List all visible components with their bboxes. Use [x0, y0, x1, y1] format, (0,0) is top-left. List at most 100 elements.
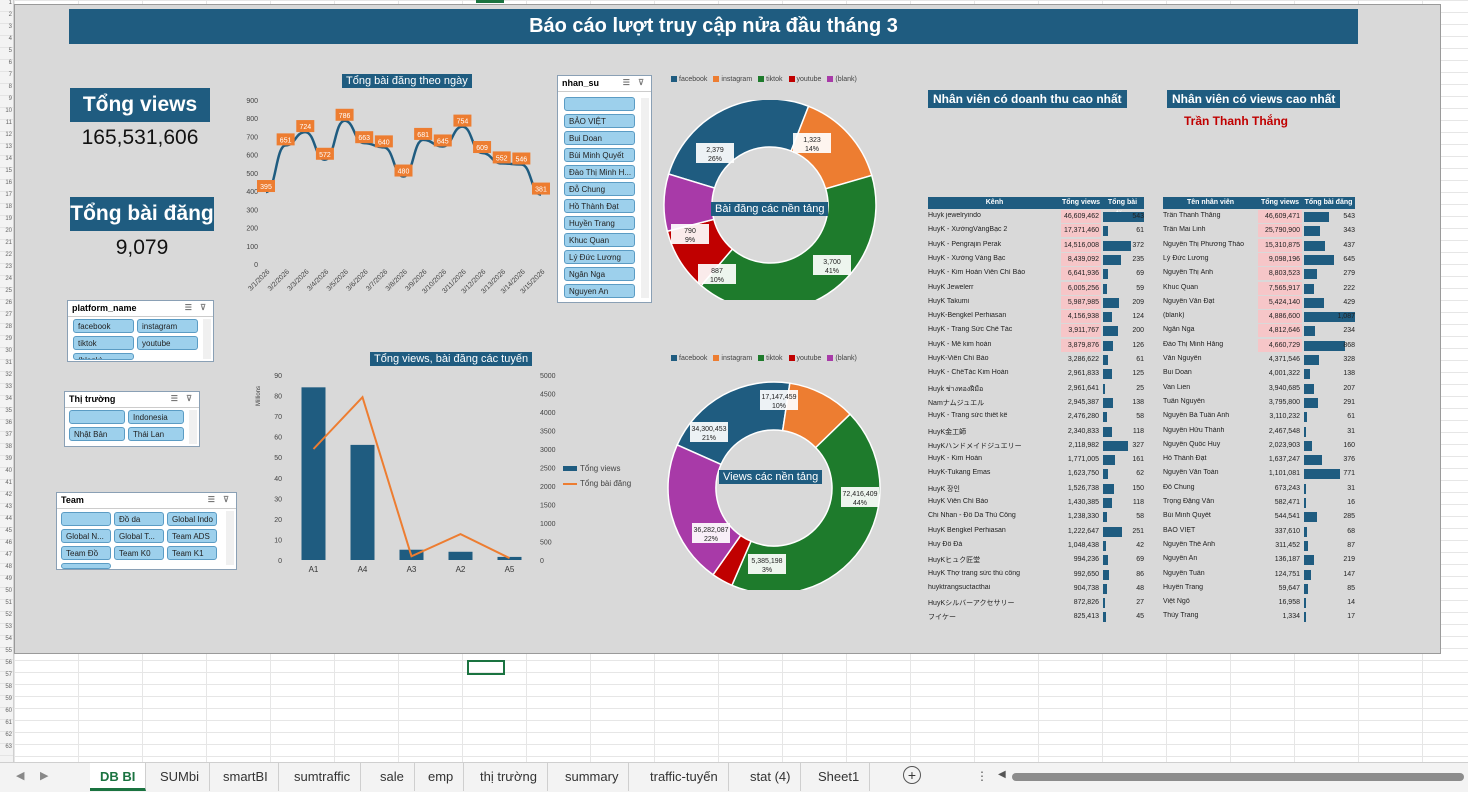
row-number[interactable]: 6 [0, 60, 13, 72]
table-row[interactable]: Khuc Quan 7,565,917 222 [1163, 281, 1355, 296]
row-number[interactable]: 24 [0, 276, 13, 288]
table-row[interactable]: HuyKハンドメイドジュエリー 2,118,982 327 [928, 439, 1144, 453]
views-posts-combo-chart[interactable]: 0 10 20 30 40 50 60 70 80 90 0 500 1000 1500 2000 2500 3… [244, 366, 564, 580]
table-row[interactable]: HuyK-Tukang Emas 1,623,750 62 [928, 467, 1144, 481]
table-row[interactable]: Nguyễn Thị Ánh 8,803,523 279 [1163, 267, 1355, 281]
slicer-item[interactable]: Indonesia [128, 410, 184, 424]
slicer-item[interactable]: (blank) [73, 353, 134, 360]
row-number[interactable]: 41 [0, 480, 13, 492]
table-row[interactable]: HuyK 장인 1,526,738 150 [928, 482, 1144, 496]
table-header[interactable]: Tổng views [1258, 197, 1302, 209]
row-number[interactable]: 2 [0, 12, 13, 24]
donut-slice-tiktok[interactable] [730, 413, 881, 590]
slicer-scrollbar[interactable] [189, 410, 197, 444]
row-number[interactable]: 23 [0, 264, 13, 276]
row-number[interactable]: 33 [0, 384, 13, 396]
row-number[interactable]: 28 [0, 324, 13, 336]
row-number[interactable]: 57 [0, 672, 13, 684]
table-header[interactable]: Kênh [928, 197, 1061, 209]
sheet-tab[interactable]: stat (4) [740, 763, 802, 791]
next-sheet-icon[interactable]: ▶ [40, 770, 49, 782]
table-row[interactable]: Nguyễn Hữu Thành 2,467,548 31 [1163, 425, 1355, 439]
row-number[interactable]: 11 [0, 120, 13, 132]
table-row[interactable]: Trọng Đặng Văn 582,471 16 [1163, 496, 1355, 510]
slicer-scrollbar[interactable] [203, 319, 211, 359]
row-number[interactable]: 17 [0, 192, 13, 204]
table-row[interactable]: HuyKシルバーアクセサリー 872,826 27 [928, 596, 1144, 610]
slicer-item[interactable]: youtube [137, 336, 198, 350]
row-number[interactable]: 40 [0, 468, 13, 480]
table-header[interactable]: Tên nhân viên [1163, 197, 1258, 209]
table-row[interactable]: BẢO VIỆT 337,610 68 [1163, 525, 1355, 539]
table-row[interactable]: HuyK - XưởngVàngBạc 2 17,371,460 61 [928, 224, 1144, 238]
table-header[interactable]: Tổng views [1061, 197, 1101, 209]
row-number[interactable]: 4 [0, 36, 13, 48]
slicer-scrollbar[interactable] [226, 511, 234, 565]
table-row[interactable]: Nguyễn Tuấn 124,751 147 [1163, 568, 1355, 582]
row-number[interactable]: 55 [0, 648, 13, 660]
slicer-item[interactable]: Team K1 [167, 546, 217, 560]
row-number[interactable]: 60 [0, 708, 13, 720]
row-number[interactable]: 34 [0, 396, 13, 408]
table-row[interactable]: HuyK - Trang Sức Chế Tác 3,911,767 200 [928, 324, 1144, 338]
row-number[interactable]: 63 [0, 744, 13, 756]
table-row[interactable]: HuyK Viễn Chí Bảo 1,430,385 118 [928, 496, 1144, 510]
table-row[interactable]: Namナムジュエル 2,945,387 138 [928, 396, 1144, 410]
slicer-item[interactable]: Đồ da [114, 512, 164, 526]
table-row[interactable]: HuyKヒュク匠堂 994,236 69 [928, 553, 1144, 567]
row-number[interactable]: 56 [0, 660, 13, 672]
slicer-item[interactable]: Nhật Bản [69, 427, 125, 441]
sheet-tab[interactable]: sale [370, 763, 415, 791]
row-number[interactable]: 50 [0, 588, 13, 600]
sheet-tab[interactable]: summary [555, 763, 630, 791]
row-number[interactable]: 21 [0, 240, 13, 252]
table-row[interactable]: HuyK - Kim Hoàn Viễn Chí Bảo 6,641,936 69 [928, 267, 1144, 281]
row-number[interactable]: 27 [0, 312, 13, 324]
table-row[interactable]: Bùi Minh Quyết 544,541 285 [1163, 510, 1355, 524]
table-row[interactable]: Tuân Nguyễn 3,795,800 291 [1163, 396, 1355, 410]
table-row[interactable]: Nguyễn Thế Anh 311,452 87 [1163, 539, 1355, 553]
posts-by-platform-donut[interactable]: 2,379 26% 1,323 14% 3,700 41% 887 10% 790 9% [660, 100, 882, 300]
slicer-item[interactable] [61, 512, 111, 526]
table-row[interactable]: HuyK Jewelerr 6,005,256 59 [928, 281, 1144, 296]
slicer-item[interactable]: Đỗ Chung [564, 182, 635, 196]
slicer-item[interactable]: tiktok [73, 336, 134, 350]
table-row[interactable]: HuyK金工師 2,340,833 118 [928, 425, 1144, 439]
table-row[interactable]: Nguyễn Thị Phương Thảo 15,310,875 437 [1163, 238, 1355, 253]
row-number[interactable]: 29 [0, 336, 13, 348]
row-number[interactable]: 31 [0, 360, 13, 372]
row-number[interactable]: 43 [0, 504, 13, 516]
row-number[interactable]: 37 [0, 432, 13, 444]
multi-select-clear-filter-icons[interactable]: ☰ ⊽ [622, 78, 647, 87]
row-number[interactable]: 42 [0, 492, 13, 504]
table-row[interactable]: Bui Doan 4,001,322 138 [1163, 367, 1355, 381]
spreadsheet-area[interactable]: 1 2 3 4 5 6 7 8 9 10 11 12 13 14 15 16 17 18 19 20 21 22 23 24 2… [0, 0, 1468, 762]
row-number[interactable]: 47 [0, 552, 13, 564]
row-number[interactable]: 19 [0, 216, 13, 228]
row-number[interactable]: 20 [0, 228, 13, 240]
row-number[interactable]: 35 [0, 408, 13, 420]
horizontal-scrollbar[interactable] [1012, 773, 1464, 781]
slicer-item[interactable]: Team ADS [167, 529, 217, 543]
table-row[interactable]: Huy Đồ Đá 1,048,438 42 [928, 539, 1144, 553]
row-number[interactable]: 36 [0, 420, 13, 432]
sheet-tab[interactable]: thị trường [470, 763, 548, 791]
selected-cell[interactable] [467, 660, 505, 675]
row-number[interactable]: 48 [0, 564, 13, 576]
table-row[interactable]: Đỗ Chung 673,243 31 [1163, 482, 1355, 496]
table-header[interactable]: Tổng bài đăng [1101, 197, 1144, 218]
sheet-tab[interactable]: smartBI [213, 763, 279, 791]
sheet-tab[interactable]: Sheet1 [808, 763, 871, 791]
table-row[interactable]: Việt Ngô 16,958 14 [1163, 596, 1355, 610]
row-number[interactable]: 9 [0, 96, 13, 108]
table-row[interactable]: (blank) 4,886,600 1,087 [1163, 310, 1355, 324]
table-row[interactable]: HuyK-Viễn Chí Bảo 3,286,622 61 [928, 353, 1144, 367]
table-row[interactable]: HuyK Thợ trang sức thủ công 992,650 86 [928, 568, 1144, 582]
table-row[interactable]: HuyK-Bengkel Perhiasan 4,156,938 124 [928, 310, 1144, 324]
table-row[interactable]: HuyK - Mê kim hoàn 3,879,876 126 [928, 338, 1144, 353]
row-number[interactable]: 12 [0, 132, 13, 144]
table-row[interactable]: Huyền Trang 59,647 85 [1163, 582, 1355, 596]
table-row[interactable]: huyktrangsuctacthai 904,738 48 [928, 582, 1144, 596]
table-row[interactable]: HuyK Takumi 5,987,985 209 [928, 295, 1144, 310]
